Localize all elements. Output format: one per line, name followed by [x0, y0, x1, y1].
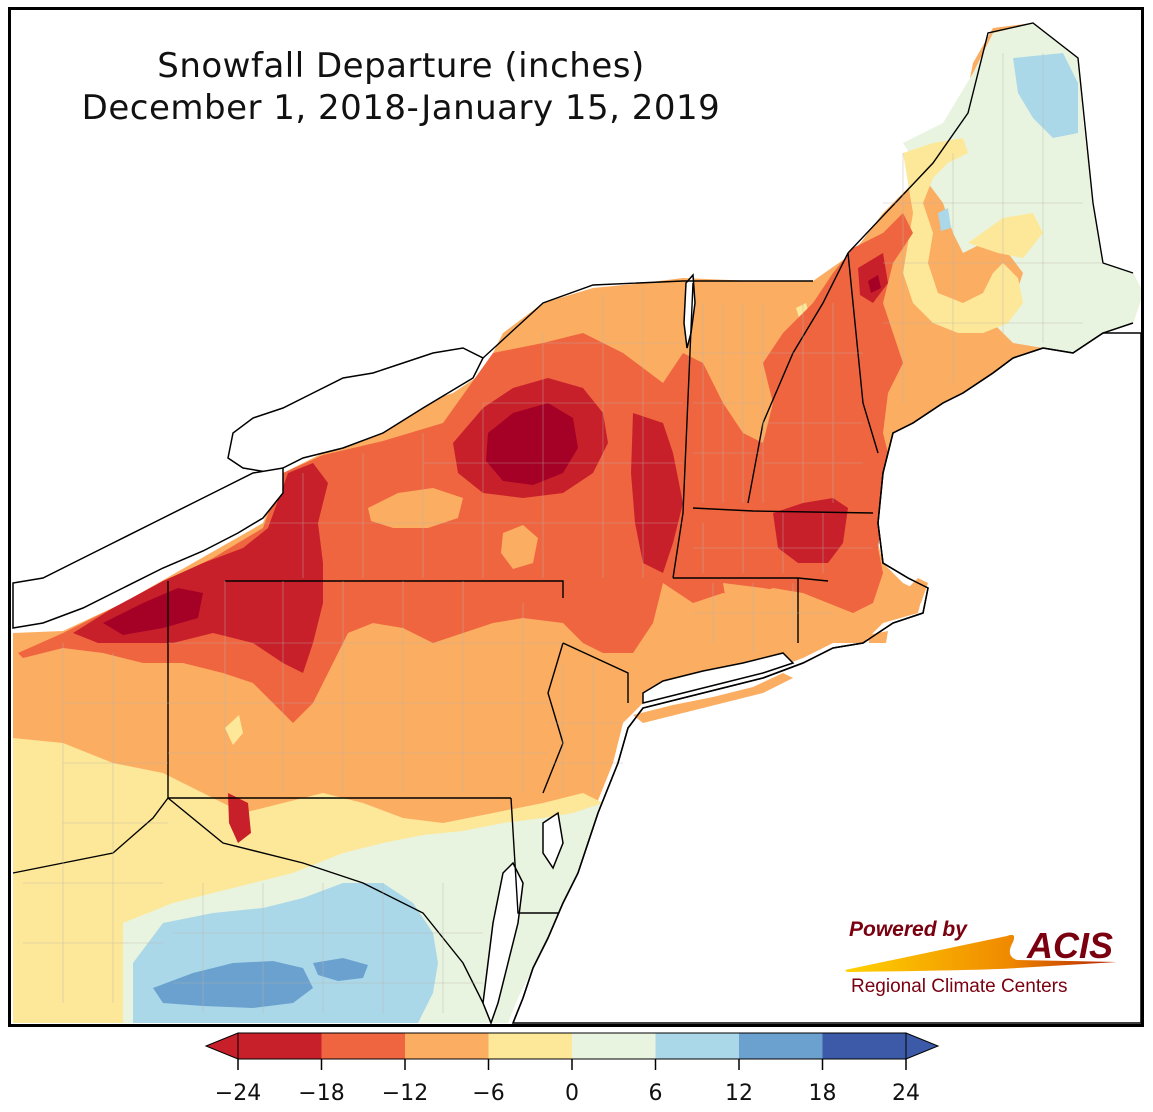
ocean-coast: [512, 322, 1134, 1024]
nh-me-border: [847, 252, 879, 454]
colorbar-tick-label: −12: [382, 1081, 428, 1106]
colorbar-tick-label: 12: [725, 1081, 753, 1106]
state-borders: [12, 22, 1134, 1004]
marthas-vineyard: [868, 631, 888, 643]
colorbar-tick-label: 6: [649, 1081, 663, 1106]
ny-canada-border: [482, 280, 813, 359]
colorbar-ticks: −24 −18 −12 −6 0 6 12 18 24: [215, 1059, 920, 1106]
islands-land: [633, 578, 928, 723]
ma-north-border: [692, 507, 874, 514]
map-title: Snowfall Departure (inches): [157, 46, 645, 86]
band-6-12-maine-dot: [938, 208, 951, 231]
colorbar-tick-label: 24: [892, 1081, 920, 1106]
me-canada-border: [847, 22, 1134, 274]
band-minus24-deepest: [486, 403, 578, 485]
colorbar-bin: [405, 1033, 489, 1059]
band-minus24-deepest-me: [868, 275, 881, 293]
colorbar-legend: −24 −18 −12 −6 0 6 12 18 24: [204, 1032, 940, 1106]
band-minus24-18-pa: [228, 793, 251, 843]
band-minus24-deepest-west: [103, 588, 203, 635]
island-a: [368, 488, 463, 528]
island-b: [501, 525, 538, 569]
county-lines: [23, 53, 1103, 1013]
colorbar-bin: [238, 1033, 322, 1059]
colorbar-bin: [321, 1033, 406, 1059]
cape-cod: [883, 578, 928, 613]
colorbar-bin: [739, 1033, 823, 1059]
band-minus24-18-nyc: [631, 413, 683, 573]
ny-vt-border: [672, 282, 694, 579]
colorbar-over-arrow: [905, 1032, 940, 1060]
de-md-border: [510, 797, 558, 914]
logo-swoosh-icon: [845, 934, 1117, 972]
band-minus6-0-maine2: [968, 213, 1043, 258]
band-minus6-0-maine: [903, 138, 1023, 333]
long-island: [633, 673, 793, 723]
colorbar-bin: [655, 1033, 740, 1059]
logo-powered-by: Powered by: [849, 918, 968, 941]
lake-ontario: [227, 347, 485, 474]
chesapeake-bay: [482, 861, 524, 1024]
island-d: [225, 715, 243, 745]
colorbar-bin: [488, 1033, 573, 1059]
logo-name: ACIS: [1026, 925, 1113, 966]
lake-erie: [12, 467, 284, 629]
nj-pa-border: [542, 642, 564, 794]
band-minus24-18-ma: [773, 498, 848, 563]
band-12-18-b: [313, 958, 368, 981]
colorbar-bin: [572, 1033, 656, 1059]
colorbar-tick-label: −6: [472, 1081, 504, 1106]
ny-nj-border: [562, 642, 629, 703]
long-island-sound: [642, 652, 795, 704]
coastlines: [512, 322, 1134, 1024]
colorbar-tick-label: 0: [565, 1081, 579, 1106]
logo-subtitle: Regional Climate Centers: [851, 976, 1068, 997]
snowfall-map: [12, 22, 1141, 1024]
ny-pa-border: [225, 580, 564, 598]
band-0-6-maine: [903, 23, 1141, 353]
colorbar-bins: [238, 1033, 907, 1059]
colorbar-tick-label: −18: [298, 1081, 344, 1106]
map-frame: Snowfall Departure (inches) December 1, …: [8, 7, 1144, 1027]
colorbar-bin: [822, 1033, 907, 1059]
acis-logo: Powered by ACIS Regional Climate Centers: [845, 918, 1117, 997]
delaware-bay: [542, 811, 564, 870]
band-12-18-a: [153, 961, 313, 1008]
md-va-border: [167, 797, 484, 1004]
colorbar-under-arrow: [204, 1032, 239, 1060]
colorbar-tick-label: 18: [809, 1081, 837, 1106]
colorbar-tick-label: −24: [215, 1081, 261, 1106]
band-6-12-maine: [1013, 53, 1078, 138]
map-date-range: December 1, 2018-January 15, 2019: [81, 88, 721, 128]
